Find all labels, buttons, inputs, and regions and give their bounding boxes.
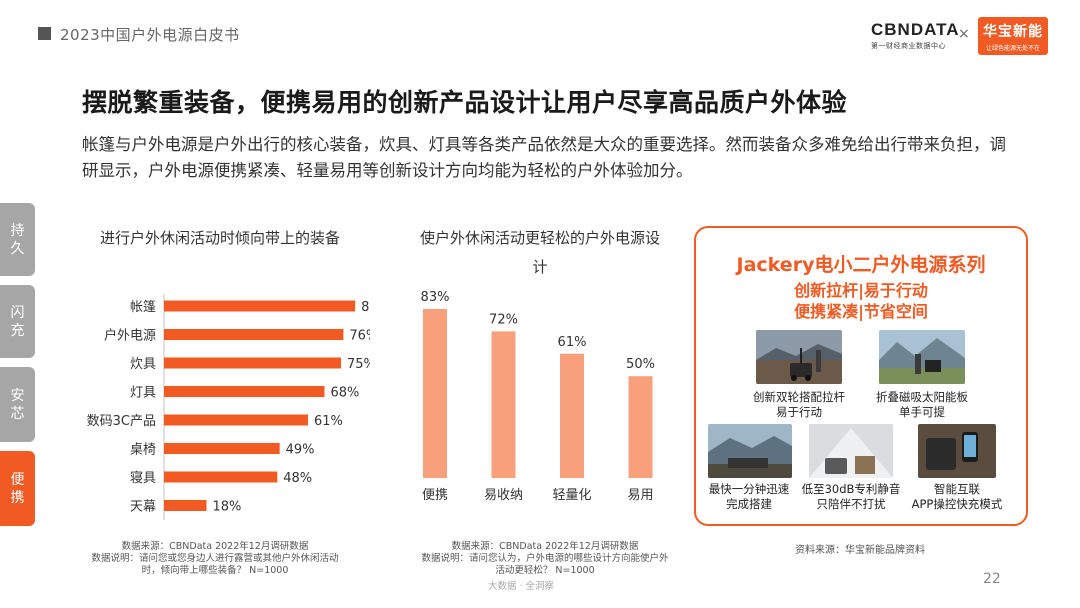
feature-caption-line1: 折叠磁吸太阳能板 bbox=[876, 390, 968, 404]
feature-caption-line1: 低至30dB专利静音 bbox=[801, 482, 901, 496]
chart1-value-label: 49% bbox=[286, 443, 315, 458]
solar-panel-photo-icon bbox=[879, 330, 965, 384]
chart2-bar bbox=[423, 308, 447, 478]
chart1-category-label: 寝具 bbox=[130, 470, 156, 486]
chart1-title: 进行户外休闲活动时倾向带上的装备 bbox=[99, 229, 340, 247]
chart1-source: 数据来源：CBNData 2022年12月调研数据 数据说明：请问您或您身边人进… bbox=[70, 541, 360, 577]
side-tab-label: 安芯 bbox=[10, 387, 25, 422]
product-card: Jackery电小二户外电源系列 创新拉杆|易于行动 便携紧凑|节省空间 创新双… bbox=[694, 226, 1028, 526]
chart2-category-label: 便携 bbox=[422, 487, 448, 503]
feature-caption: 智能互联 APP操控快充模式 bbox=[882, 482, 1032, 512]
product-card-title: Jackery电小二户外电源系列 bbox=[736, 254, 986, 276]
chart1-category-label: 户外电源 bbox=[104, 328, 156, 344]
chart1-bar bbox=[164, 443, 280, 454]
chart2-value-label: 72% bbox=[489, 312, 518, 327]
page-headline: 摆脱繁重装备，便携易用的创新产品设计让用户尽享高品质户外体验 bbox=[82, 88, 848, 117]
product-card-subtitle: 创新拉杆|易于行动 便携紧凑|节省空间 bbox=[696, 280, 1026, 322]
chart1-bar bbox=[164, 300, 356, 312]
feature-caption-line2: APP操控快充模式 bbox=[911, 497, 1003, 511]
side-tab-label: 闪充 bbox=[10, 304, 25, 339]
chart2-value-label: 61% bbox=[558, 335, 587, 350]
chart1-value-label: 75% bbox=[347, 357, 370, 372]
cbndata-logo: CBNDATA 第一财经商业数据中心 bbox=[871, 20, 960, 51]
page-number: 22 bbox=[983, 571, 1001, 587]
feature-caption-line1: 创新双轮搭配拉杆 bbox=[753, 390, 845, 404]
feature-caption: 创新双轮搭配拉杆 易于行动 bbox=[724, 390, 874, 420]
trolley-photo-icon bbox=[756, 330, 842, 384]
chart2-value-label: 50% bbox=[626, 357, 655, 372]
feature-caption: 低至30dB专利静音 只陪伴不打扰 bbox=[776, 482, 926, 512]
chart1-value-label: 76% bbox=[349, 329, 370, 344]
chart2-bar bbox=[560, 353, 584, 478]
side-tab-chijiu[interactable]: 持久 bbox=[0, 203, 35, 276]
chart1-bar bbox=[164, 329, 344, 340]
side-tab-anxin[interactable]: 安芯 bbox=[0, 367, 35, 442]
chart2-category-label: 轻量化 bbox=[552, 488, 591, 503]
chart2-note-line2: 活动更轻松？ N=1000 bbox=[495, 565, 595, 576]
feature-caption-line2: 单手可提 bbox=[899, 405, 945, 419]
report-title: 2023中国户外电源白皮书 bbox=[60, 26, 240, 44]
chart1-bar bbox=[164, 357, 341, 369]
chart2-bar bbox=[491, 331, 516, 478]
chart1-value-label: 48% bbox=[283, 471, 312, 486]
chart1-category-label: 数码3C产品 bbox=[87, 414, 156, 429]
feature-caption-line2: 只陪伴不打扰 bbox=[816, 497, 886, 511]
product-card-subtitle-line1: 创新拉杆|易于行动 bbox=[794, 281, 928, 300]
chart1-source-line: 数据来源：CBNData 2022年12月调研数据 bbox=[121, 541, 309, 552]
side-tab-label: 持久 bbox=[10, 222, 25, 257]
chart1-value-label: 68% bbox=[330, 386, 359, 401]
chart2-source-line: 数据来源：CBNData 2022年12月调研数据 bbox=[451, 541, 639, 552]
footer-watermark: 大数据 · 全洞察 bbox=[488, 581, 555, 592]
chart1-value-label: 18% bbox=[212, 500, 241, 515]
chart1-bar bbox=[164, 500, 207, 511]
feature-caption: 折叠磁吸太阳能板 单手可提 bbox=[847, 390, 997, 420]
side-tab-label: 便携 bbox=[10, 471, 25, 506]
chart2-category-label: 易收纳 bbox=[484, 488, 523, 503]
chart2-value-label: 83% bbox=[421, 290, 450, 305]
chart1-bar bbox=[164, 386, 325, 397]
huabao-tagline: 让绿色能源无处不在 bbox=[985, 45, 1040, 52]
app-control-photo-icon bbox=[918, 424, 996, 478]
feature-caption-line1: 智能互联 bbox=[934, 482, 980, 496]
chart1-category-label: 炊具 bbox=[130, 357, 156, 372]
cbndata-logo-text: CBNDATA bbox=[871, 20, 960, 39]
chart2-bar bbox=[628, 376, 653, 478]
feature-caption-line1: 最快一分钟迅速 bbox=[708, 482, 790, 496]
chart1-category-label: 帐篷 bbox=[130, 300, 156, 315]
feature-caption-line2: 易于行动 bbox=[776, 405, 822, 419]
cbndata-tagline: 第一财经商业数据中心 bbox=[871, 43, 946, 50]
huabao-logo: 华宝新能 让绿色能源无处不在 bbox=[978, 17, 1048, 55]
feature-caption-line2: 完成搭建 bbox=[726, 497, 772, 511]
camp-setup-photo-icon bbox=[708, 424, 792, 478]
side-tab-bianxie[interactable]: 便携 bbox=[0, 451, 35, 526]
chart2-svg: 83% 便携 72% 易收纳 61% 轻量化 50% 易用 bbox=[421, 290, 655, 503]
intro-paragraph: 帐篷与户外电源是户外出行的核心装备，炊具、灯具等各类产品依然是大众的重要选择。然… bbox=[82, 135, 1006, 180]
product-card-subtitle-line2: 便携紧凑|节省空间 bbox=[794, 302, 928, 321]
header-square-icon bbox=[38, 27, 51, 40]
chart1-note-line2: 时，倾向带上哪些装备？ N=1000 bbox=[141, 565, 289, 576]
collab-times-icon: × bbox=[958, 26, 970, 42]
feature-caption: 最快一分钟迅速 完成搭建 bbox=[674, 482, 824, 512]
chart1-note-line1: 数据说明：请问您或您身边人进行露营或其他户外休闲活动 bbox=[91, 553, 339, 564]
chart2-title: 使户外休闲活动更轻松的户外电源设计 bbox=[419, 229, 660, 276]
quiet-tent-photo-icon bbox=[809, 424, 893, 478]
chart1-bar bbox=[164, 414, 308, 426]
chart1-category-label: 天幕 bbox=[130, 500, 156, 515]
chart1-value-label: 61% bbox=[314, 414, 343, 429]
chart1-svg: 帐篷 81% 户外电源 76% 炊具 75% 灯具 68% 数码3C产品 61% 桌椅 49% 寝具 48… bbox=[87, 294, 370, 520]
chart2-category-label: 易用 bbox=[627, 488, 653, 503]
chart1-category-label: 桌椅 bbox=[130, 443, 156, 458]
side-tab-shanchong[interactable]: 闪充 bbox=[0, 285, 35, 358]
chart2-note-line1: 数据说明：请问您认为，户外电源的哪些设计方向能使户外 bbox=[421, 553, 669, 564]
huabao-logo-text: 华宝新能 bbox=[983, 24, 1043, 40]
chart1-bar bbox=[164, 471, 278, 483]
chart1-value-label: 81% bbox=[361, 300, 370, 315]
product-source: 资料来源：华宝新能品牌资料 bbox=[795, 545, 925, 556]
chart1-category-label: 灯具 bbox=[130, 386, 156, 401]
chart2-source: 数据来源：CBNData 2022年12月调研数据 数据说明：请问您认为，户外电… bbox=[400, 541, 690, 577]
